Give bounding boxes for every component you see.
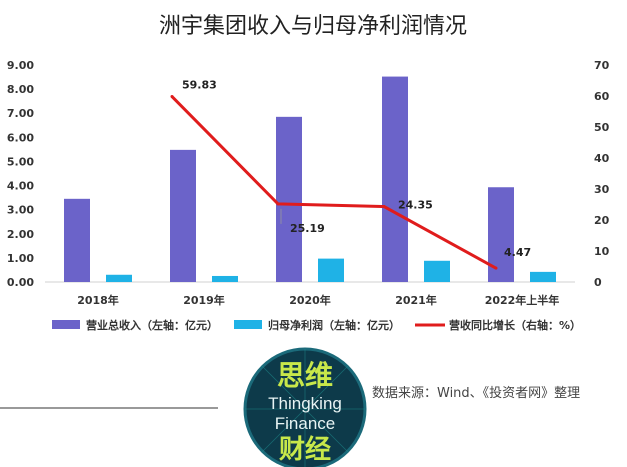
growth-data-label: 25.19 <box>290 222 325 235</box>
legend-label: 营收同比增长（右轴：%） <box>449 318 581 332</box>
profit-bar <box>318 258 344 282</box>
y-left-tick: 3.00 <box>7 204 34 217</box>
legend: 营业总收入（左轴：亿元） 归母净利润（左轴：亿元） 营收同比增长（右轴：%） <box>52 318 581 332</box>
growth-point <box>276 202 280 206</box>
logo-line3: Finance <box>275 414 335 433</box>
x-axis: 2018年 2019年 2020年 2021年 2022年上半年 <box>77 293 559 307</box>
bars <box>64 76 556 282</box>
y-left-tick: 7.00 <box>7 107 34 120</box>
y-left-tick: 5.00 <box>7 155 34 168</box>
legend-label: 营业总收入（左轴：亿元） <box>86 318 218 332</box>
growth-line-path <box>170 95 497 270</box>
y-left-axis: 0.00 1.00 2.00 3.00 4.00 5.00 6.00 7.00 8.00 9.00 <box>7 59 34 289</box>
legend-swatch <box>234 320 262 329</box>
x-tick-label: 2020年 <box>289 293 331 307</box>
source-text: 数据来源：Wind、《投资者网》整理 <box>372 385 580 401</box>
y-right-tick: 0 <box>594 276 602 289</box>
y-left-tick: 2.00 <box>7 228 34 241</box>
y-right-axis: 0 10 20 30 40 50 60 70 <box>594 59 610 289</box>
y-right-tick: 10 <box>594 245 610 258</box>
y-left-tick: 4.00 <box>7 180 34 193</box>
revenue-bar <box>170 149 196 282</box>
profit-bar <box>106 274 132 282</box>
revenue-bar <box>488 187 514 282</box>
revenue-bar <box>64 198 90 282</box>
y-right-tick: 70 <box>594 59 610 72</box>
growth-line: 59.83 25.19 24.35 4.47 <box>170 79 531 270</box>
logo-line2: Thingking <box>268 394 342 413</box>
revenue-bar <box>382 76 408 282</box>
legend-label: 归母净利润（左轴：亿元） <box>268 318 400 332</box>
y-left-tick: 0.00 <box>7 276 34 289</box>
profit-bar <box>424 260 450 282</box>
logo: 思维 Thingking Finance 财经 <box>243 347 367 467</box>
y-right-tick: 30 <box>594 183 610 196</box>
y-left-tick: 8.00 <box>7 83 34 96</box>
x-tick-label: 2022年上半年 <box>485 293 560 307</box>
x-tick-label: 2018年 <box>77 293 119 307</box>
x-tick-label: 2019年 <box>183 293 225 307</box>
y-left-tick: 1.00 <box>7 252 34 265</box>
revenue-bar <box>276 116 302 282</box>
profit-bar <box>530 271 556 282</box>
x-tick-label: 2021年 <box>395 293 437 307</box>
y-right-tick: 60 <box>594 90 610 103</box>
growth-point <box>170 95 174 99</box>
logo-line1: 思维 <box>277 360 333 391</box>
profit-bar <box>212 275 238 282</box>
chart-title: 洲宇集团收入与归母净利润情况 <box>159 14 467 39</box>
growth-point <box>382 205 386 209</box>
y-right-tick: 50 <box>594 121 610 134</box>
logo-line4: 财经 <box>279 434 331 464</box>
y-right-tick: 20 <box>594 214 610 227</box>
y-left-tick: 6.00 <box>7 131 34 144</box>
growth-data-label: 24.35 <box>398 199 433 212</box>
growth-data-label: 4.47 <box>504 246 531 259</box>
growth-point <box>494 266 498 270</box>
legend-swatch <box>52 320 80 329</box>
y-right-tick: 40 <box>594 152 610 165</box>
y-left-tick: 9.00 <box>7 59 34 72</box>
growth-data-label: 59.83 <box>182 79 217 92</box>
